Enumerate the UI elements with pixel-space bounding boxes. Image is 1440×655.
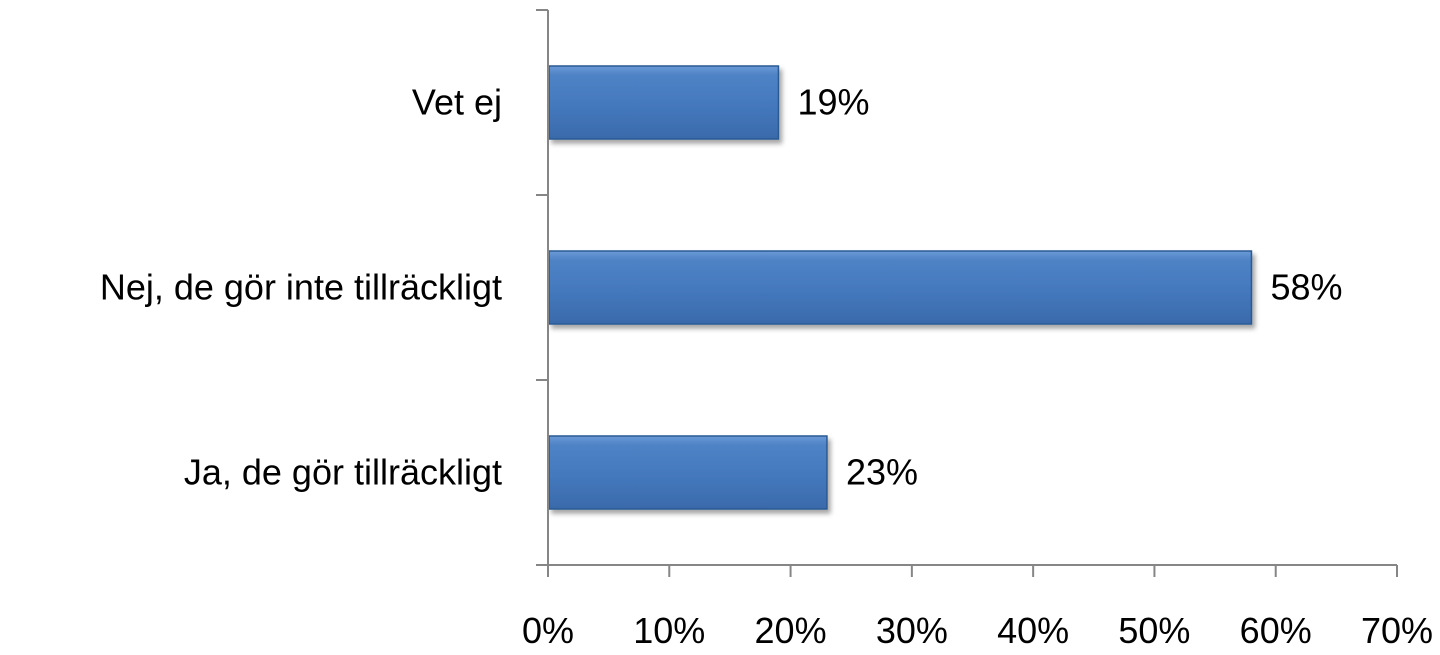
- category-label-2: Vet ej: [412, 82, 502, 123]
- data-label-1: 58%: [1270, 267, 1342, 308]
- category-label-0: Ja, de gör tillräckligt: [184, 452, 502, 493]
- axes-layer: [536, 9, 1398, 577]
- data-label-2: 19%: [797, 82, 869, 123]
- bars-layer: [548, 65, 1253, 510]
- x-tick-label-2: 20%: [755, 610, 827, 651]
- bar-1: [548, 250, 1253, 325]
- x-tick-label-5: 50%: [1118, 610, 1190, 651]
- x-tick-label-4: 40%: [997, 610, 1069, 651]
- bar-2: [548, 65, 780, 140]
- x-tick-label-3: 30%: [876, 610, 948, 651]
- bar-0: [548, 435, 828, 510]
- data-label-0: 23%: [846, 452, 918, 493]
- category-label-1: Nej, de gör inte tillräckligt: [100, 267, 502, 308]
- x-tick-label-6: 60%: [1240, 610, 1312, 651]
- x-tick-label-0: 0%: [522, 610, 574, 651]
- labels-layer: Ja, de gör tillräckligt 23% Nej, de gör in…: [100, 82, 1433, 652]
- x-tick-label-7: 70%: [1361, 610, 1433, 651]
- x-tick-label-1: 10%: [633, 610, 705, 651]
